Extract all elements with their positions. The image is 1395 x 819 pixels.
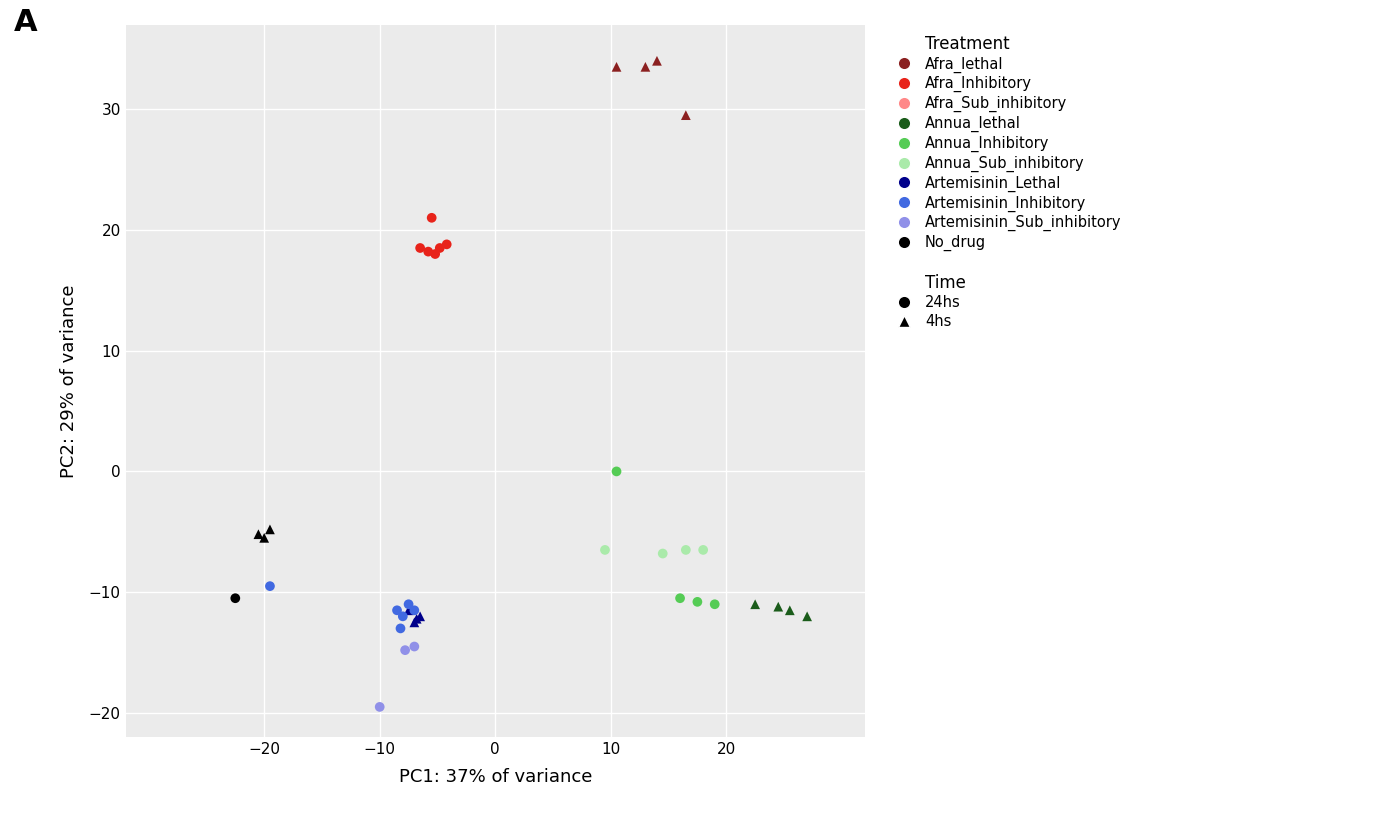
Point — [635, 61, 657, 74]
Text: A: A — [14, 8, 38, 37]
Point — [403, 604, 425, 617]
Point — [403, 640, 425, 653]
Point — [368, 700, 391, 713]
Point — [767, 600, 790, 613]
Point — [409, 610, 431, 623]
Point — [686, 595, 709, 609]
Point — [692, 543, 714, 556]
Point — [744, 598, 766, 611]
Point — [675, 109, 698, 122]
Point — [594, 543, 617, 556]
Y-axis label: PC2: 29% of variance: PC2: 29% of variance — [60, 284, 78, 477]
Point — [406, 612, 428, 625]
Point — [398, 604, 420, 617]
Point — [424, 247, 446, 260]
Point — [398, 598, 420, 611]
Point — [675, 543, 698, 556]
Point — [393, 644, 416, 657]
Point — [259, 580, 282, 593]
Point — [386, 604, 409, 617]
Point — [703, 598, 725, 611]
Point — [403, 616, 425, 629]
Point — [651, 547, 674, 560]
X-axis label: PC1: 37% of variance: PC1: 37% of variance — [399, 768, 591, 786]
Point — [605, 465, 628, 478]
Point — [797, 610, 819, 623]
Point — [435, 238, 458, 251]
Point — [646, 54, 668, 67]
Point — [247, 527, 269, 541]
Point — [428, 242, 451, 255]
Point — [225, 591, 247, 604]
Point — [389, 622, 412, 635]
Point — [259, 523, 282, 536]
Point — [420, 211, 442, 224]
Point — [392, 610, 414, 623]
Point — [605, 61, 628, 74]
Point — [252, 532, 275, 545]
Point — [778, 604, 801, 617]
Point — [670, 591, 692, 604]
Legend: Treatment, Afra_lethal, Afra_Inhibitory, Afra_Sub_inhibitory, Annua_lethal, Annu: Treatment, Afra_lethal, Afra_Inhibitory,… — [887, 32, 1124, 332]
Point — [417, 245, 439, 258]
Point — [409, 242, 431, 255]
